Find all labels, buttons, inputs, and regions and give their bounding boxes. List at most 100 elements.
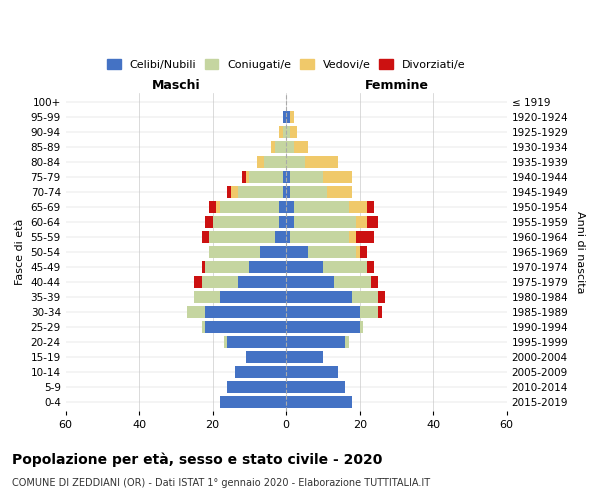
Bar <box>349 231 356 243</box>
Text: COMUNE DI ZEDDIANI (OR) - Dati ISTAT 1° gennaio 2020 - Elaborazione TUTTITALIA.I: COMUNE DI ZEDDIANI (OR) - Dati ISTAT 1° … <box>12 478 430 488</box>
Bar <box>224 336 227 348</box>
Bar <box>290 186 326 198</box>
Bar <box>238 276 286 288</box>
Bar <box>238 186 283 198</box>
Bar <box>371 276 378 288</box>
Bar <box>286 366 338 378</box>
Bar <box>212 216 279 228</box>
Bar <box>286 381 345 393</box>
Bar <box>290 126 297 138</box>
Bar <box>283 126 286 138</box>
Bar <box>286 201 293 213</box>
Bar <box>286 351 323 363</box>
Bar <box>367 201 374 213</box>
Bar <box>209 201 217 213</box>
Bar <box>205 321 286 333</box>
Bar <box>367 216 378 228</box>
Bar <box>286 396 352 408</box>
Bar <box>290 231 349 243</box>
Bar <box>209 231 275 243</box>
Bar <box>187 306 205 318</box>
Bar <box>250 261 286 274</box>
Bar <box>323 261 367 274</box>
Bar <box>275 231 286 243</box>
Bar <box>220 201 279 213</box>
Bar <box>283 171 286 183</box>
Bar <box>220 396 286 408</box>
Bar <box>275 141 286 154</box>
Bar <box>205 306 286 318</box>
Text: Femmine: Femmine <box>364 79 428 92</box>
Bar <box>286 261 323 274</box>
Bar <box>279 126 283 138</box>
Bar <box>246 171 250 183</box>
Bar <box>286 216 293 228</box>
Bar <box>349 201 367 213</box>
Bar <box>279 216 286 228</box>
Bar <box>227 336 286 348</box>
Bar <box>286 141 293 154</box>
Bar <box>352 291 378 303</box>
Bar <box>308 246 356 258</box>
Bar <box>250 171 283 183</box>
Bar <box>286 306 360 318</box>
Bar <box>356 216 367 228</box>
Bar <box>356 231 374 243</box>
Bar <box>209 246 260 258</box>
Bar <box>202 261 205 274</box>
Bar <box>290 111 293 124</box>
Bar <box>286 111 290 124</box>
Bar <box>271 141 275 154</box>
Bar <box>194 291 220 303</box>
Bar <box>286 156 305 168</box>
Bar <box>293 216 356 228</box>
Bar <box>283 111 286 124</box>
Bar <box>305 156 338 168</box>
Bar <box>279 201 286 213</box>
Bar <box>286 291 352 303</box>
Bar <box>286 171 290 183</box>
Bar <box>360 321 364 333</box>
Bar <box>286 336 345 348</box>
Bar <box>356 246 360 258</box>
Bar <box>227 381 286 393</box>
Bar <box>334 276 371 288</box>
Bar <box>202 321 205 333</box>
Bar <box>283 186 286 198</box>
Bar <box>260 246 286 258</box>
Bar <box>227 186 231 198</box>
Bar <box>235 366 286 378</box>
Bar <box>326 186 352 198</box>
Bar <box>323 171 352 183</box>
Bar <box>286 126 290 138</box>
Bar <box>378 291 385 303</box>
Bar <box>367 261 374 274</box>
Bar <box>194 276 202 288</box>
Bar <box>217 201 220 213</box>
Bar <box>257 156 264 168</box>
Bar <box>286 246 308 258</box>
Text: Maschi: Maschi <box>152 79 200 92</box>
Bar <box>264 156 286 168</box>
Y-axis label: Anni di nascita: Anni di nascita <box>575 211 585 294</box>
Bar <box>293 141 308 154</box>
Bar <box>360 246 367 258</box>
Bar <box>293 201 349 213</box>
Bar <box>290 171 323 183</box>
Bar <box>360 306 378 318</box>
Bar <box>242 171 246 183</box>
Bar <box>345 336 349 348</box>
Bar <box>202 276 238 288</box>
Bar <box>202 231 209 243</box>
Text: Popolazione per età, sesso e stato civile - 2020: Popolazione per età, sesso e stato civil… <box>12 452 382 467</box>
Bar <box>231 186 238 198</box>
Bar <box>220 291 286 303</box>
Bar <box>286 321 360 333</box>
Bar <box>286 231 290 243</box>
Bar <box>205 216 212 228</box>
Bar <box>246 351 286 363</box>
Bar <box>286 186 290 198</box>
Legend: Celibi/Nubili, Coniugati/e, Vedovi/e, Divorziati/e: Celibi/Nubili, Coniugati/e, Vedovi/e, Di… <box>103 54 469 74</box>
Bar <box>205 261 250 274</box>
Bar <box>378 306 382 318</box>
